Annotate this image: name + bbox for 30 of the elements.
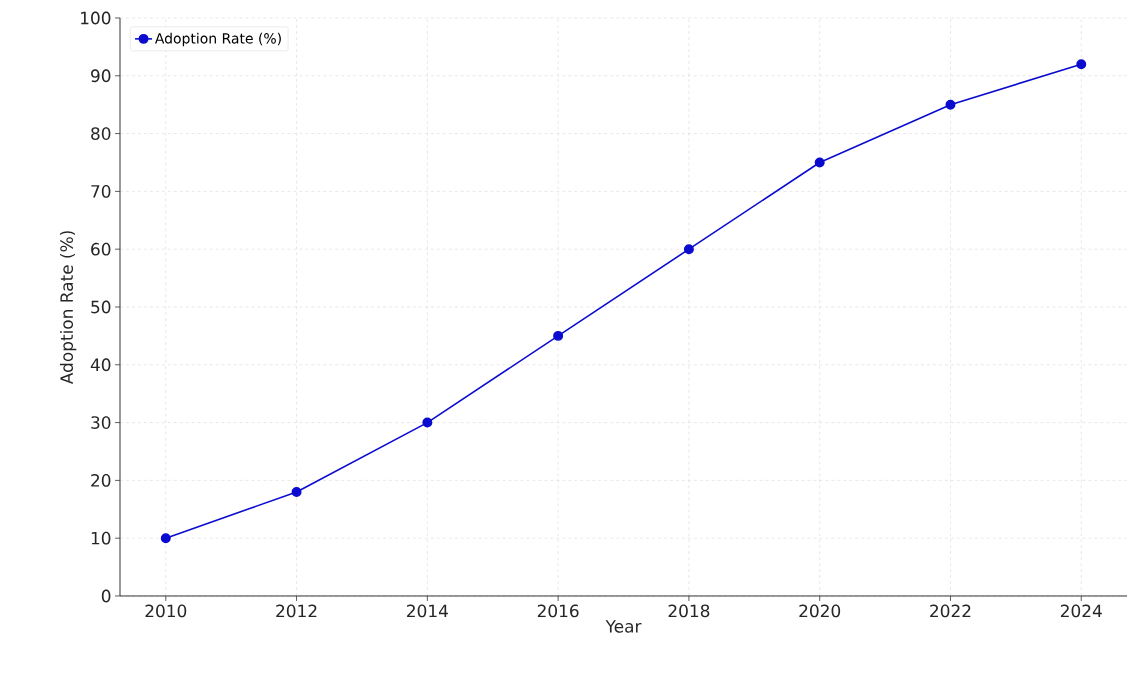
- point: [683, 244, 694, 255]
- x-tick-label: 2016: [537, 604, 579, 618]
- x-tick-label: 2012: [276, 604, 317, 618]
- y-tick-label: 90: [91, 69, 111, 83]
- x-axis-title: Year: [605, 620, 642, 633]
- y-tick-label: 0: [101, 589, 111, 603]
- x-tick-label: 2010: [145, 604, 187, 618]
- x-tick-label: 2020: [799, 604, 841, 618]
- point: [291, 486, 302, 497]
- y-tick-label: 50: [91, 300, 111, 314]
- y-tick-label: 30: [91, 416, 111, 429]
- x-tick-label: 2018: [668, 604, 710, 618]
- y-tick-label: 60: [91, 242, 111, 256]
- point: [160, 533, 171, 544]
- y-tick-label: 40: [90, 358, 111, 372]
- point: [945, 99, 956, 110]
- y-tick-label: 80: [91, 127, 111, 140]
- point: [1076, 59, 1087, 70]
- x-tick-label: 2024: [1060, 604, 1102, 618]
- y-tick-label: 70: [91, 184, 111, 198]
- x-tick-label: 2022: [930, 604, 971, 618]
- point: [814, 157, 825, 168]
- legend-label: Adoption Rate (%): [154, 32, 281, 47]
- y-axis-title: Adoption Rate (%): [59, 231, 77, 385]
- y-tick-label: 20: [91, 473, 111, 487]
- point: [422, 417, 433, 428]
- y-tick-label: 10: [91, 531, 111, 545]
- point: [553, 330, 564, 341]
- y-tick-label: 100: [81, 11, 111, 25]
- x-tick-label: 2014: [407, 604, 448, 618]
